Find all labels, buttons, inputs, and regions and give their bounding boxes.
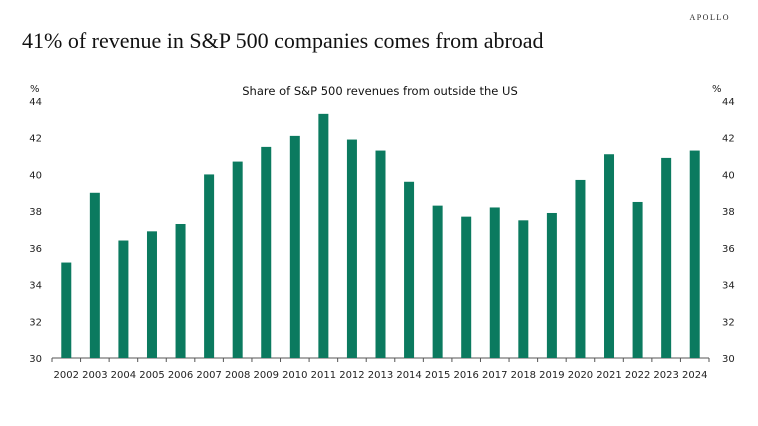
y-tick-right: 42 [722,134,735,145]
y-tick-right: 38 [722,207,735,218]
bar-2017 [489,207,500,358]
bar-2012 [346,139,357,358]
x-tick-label: 2014 [396,370,421,381]
x-tick-label: 2021 [596,370,621,381]
x-tick-label: 2005 [139,370,164,381]
bar-2009 [261,146,272,358]
y-tick-right: 30 [722,354,735,365]
bar-2004 [118,240,129,358]
bar-2016 [461,216,472,358]
x-tick-label: 2006 [168,370,193,381]
x-tick-label: 2016 [453,370,478,381]
bar-2006 [175,223,186,358]
y-tick-left: 34 [29,281,42,292]
bar-2011 [318,113,329,358]
x-tick-label: 2018 [511,370,536,381]
x-tick-label: 2017 [482,370,507,381]
y-tick-right: 32 [722,317,735,328]
y-tick-right: 44 [722,97,735,108]
bar-2007 [204,174,215,358]
x-tick-label: 2009 [254,370,279,381]
bar-2010 [289,135,300,358]
y-tick-right: 34 [722,281,735,292]
x-tick-label: 2008 [225,370,250,381]
x-tick-label: 2007 [196,370,221,381]
y-tick-left: 32 [29,317,42,328]
y-tick-left: 44 [29,97,42,108]
x-tick-label: 2003 [82,370,107,381]
bar-2003 [89,192,100,358]
bar-2013 [375,150,386,358]
x-tick-label: 2024 [682,370,707,381]
bar-2024 [689,150,700,358]
x-tick-label: 2002 [54,370,79,381]
bar-2018 [518,220,529,358]
x-tick-label: 2012 [339,370,364,381]
bar-2023 [661,157,672,358]
x-tick-label: 2019 [539,370,564,381]
apollo-logo: APOLLO [689,13,730,22]
y-tick-right: 40 [722,170,735,181]
y-tick-left: 38 [29,207,42,218]
x-tick-label: 2022 [625,370,650,381]
page-title: 41% of revenue in S&P 500 companies come… [22,28,544,53]
y-tick-left: 42 [29,134,42,145]
x-tick-label: 2015 [425,370,450,381]
bar-2015 [432,205,443,358]
bar-2008 [232,161,243,358]
bar-2019 [546,212,557,358]
y-axis-label-right: % [712,84,722,95]
chart-title: Share of S&P 500 revenues from outside t… [242,84,518,98]
bar-2020 [575,179,586,358]
y-tick-left: 36 [29,244,42,255]
y-tick-left: 30 [29,354,42,365]
y-tick-left: 40 [29,170,42,181]
x-tick-label: 2013 [368,370,393,381]
bar-2022 [632,201,643,358]
y-axis-label-left: % [30,84,40,95]
x-tick-label: 2004 [111,370,136,381]
bar-2002 [61,262,72,358]
bar-2005 [146,231,157,358]
x-tick-label: 2011 [311,370,336,381]
y-tick-right: 36 [722,244,735,255]
bar-2021 [604,154,615,358]
bar-2014 [404,181,415,358]
x-tick-label: 2023 [653,370,678,381]
x-tick-label: 2010 [282,370,307,381]
x-tick-label: 2020 [568,370,593,381]
